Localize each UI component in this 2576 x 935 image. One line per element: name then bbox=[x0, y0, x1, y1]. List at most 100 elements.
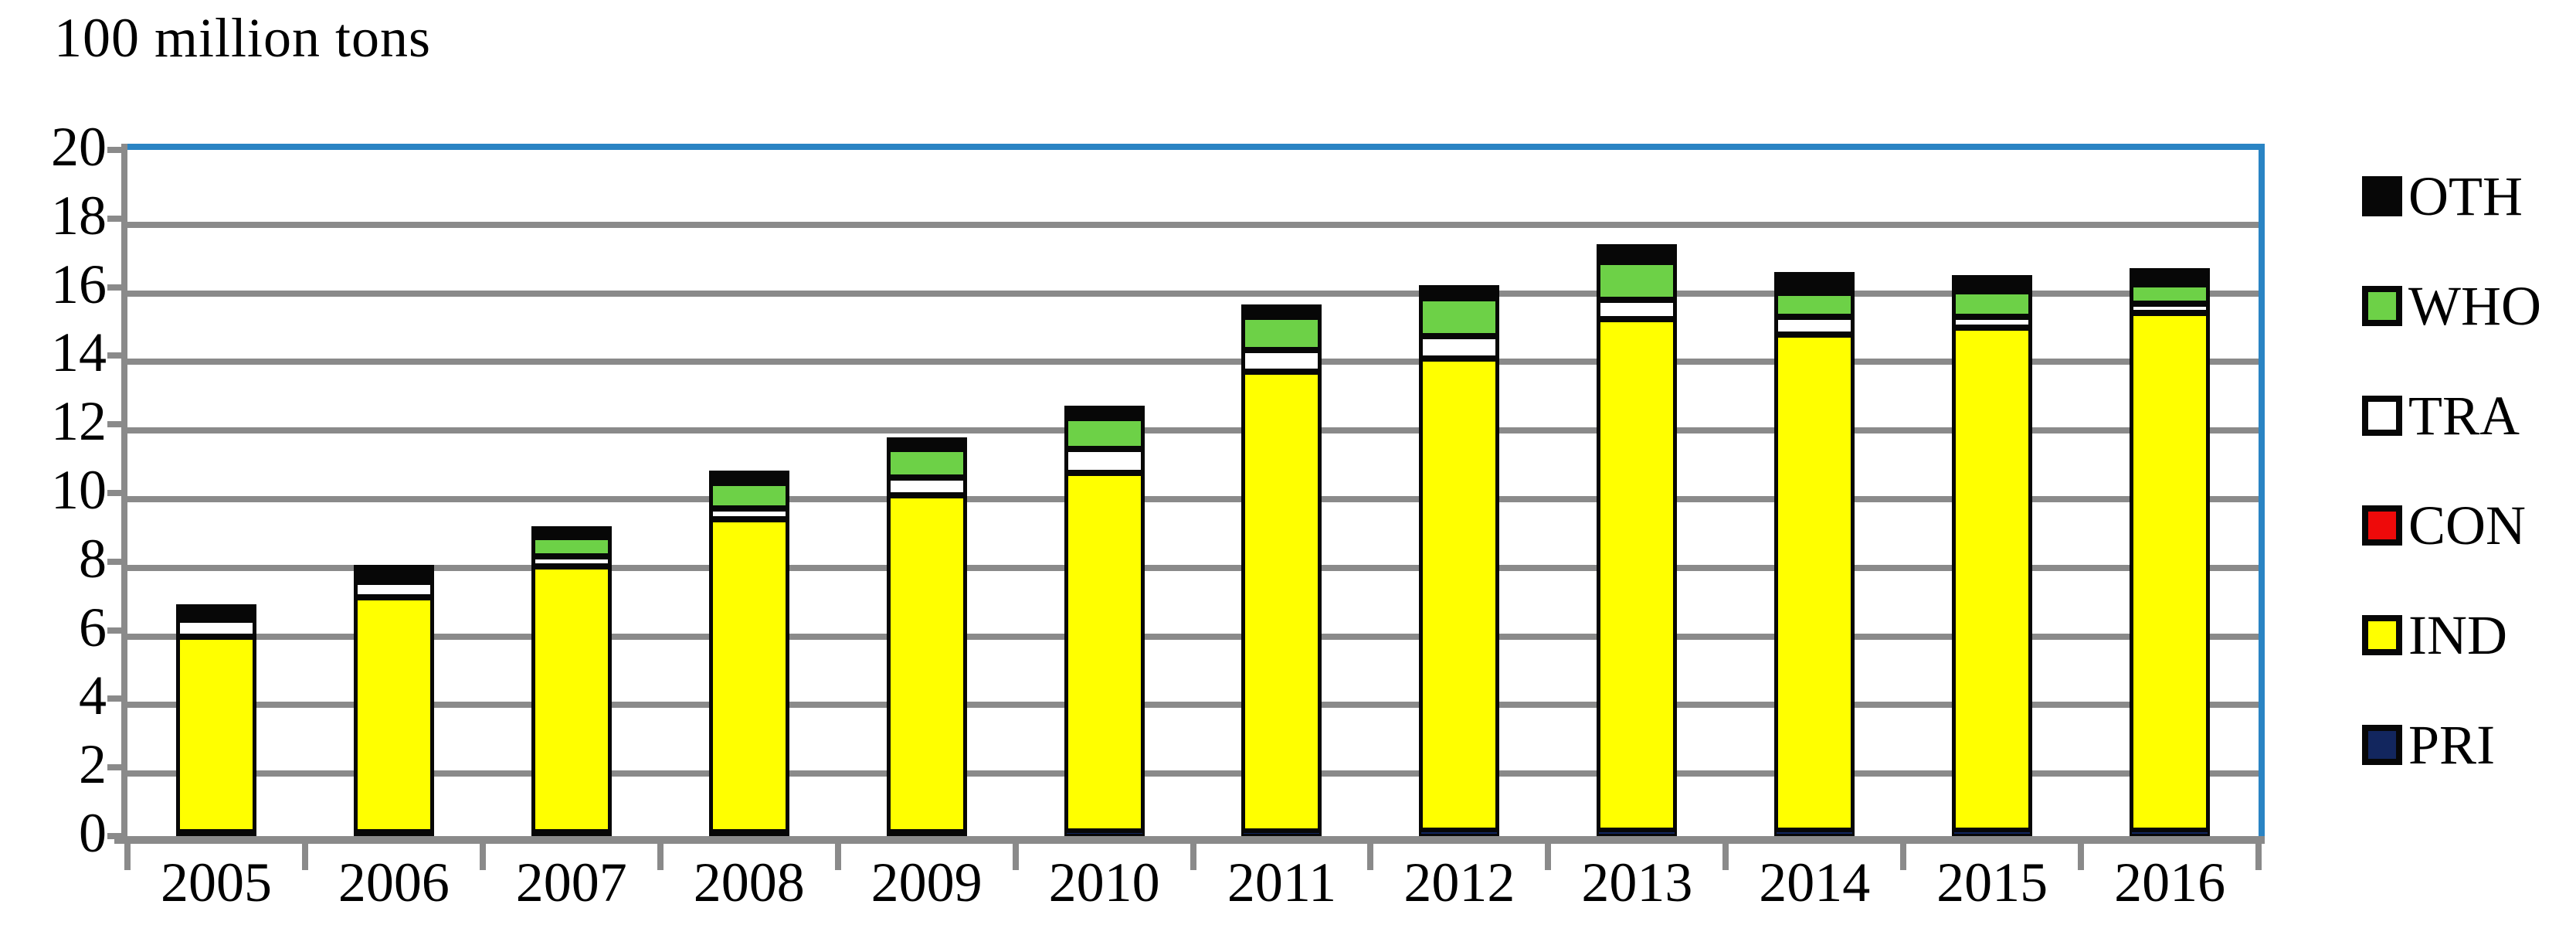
bar-segment-who-2010 bbox=[1064, 417, 1145, 449]
gridline-10 bbox=[127, 496, 2259, 502]
x-label-2006: 2006 bbox=[338, 852, 450, 913]
x-label-2014: 2014 bbox=[1759, 852, 1871, 913]
bar-2008 bbox=[708, 470, 789, 836]
bar-segment-tra-2007 bbox=[531, 555, 612, 566]
y-tick-label-4: 4 bbox=[79, 665, 107, 727]
y-tick-label-18: 18 bbox=[51, 184, 107, 246]
bar-slot-2013 bbox=[1548, 150, 1726, 836]
bar-2011 bbox=[1241, 304, 1322, 836]
bar-segment-tra-2015 bbox=[1952, 316, 2033, 327]
bar-segment-pri-2012 bbox=[1419, 830, 1500, 836]
bar-2014 bbox=[1774, 271, 1855, 836]
bar-segment-tra-2016 bbox=[2130, 302, 2211, 312]
bar-segment-who-2014 bbox=[1774, 292, 1855, 317]
x-tick-1 bbox=[301, 844, 308, 870]
bar-segment-tra-2006 bbox=[353, 580, 434, 597]
x-label-2009: 2009 bbox=[871, 852, 983, 913]
bar-segment-oth-2015 bbox=[1952, 275, 2033, 291]
bar-segment-who-2006 bbox=[353, 574, 434, 581]
y-tick-0 bbox=[107, 833, 127, 839]
bar-segment-tra-2014 bbox=[1774, 316, 1855, 334]
bar-segment-pri-2009 bbox=[886, 831, 967, 836]
y-tick-20 bbox=[107, 147, 127, 153]
bar-2006 bbox=[353, 564, 434, 836]
bar-segment-who-2012 bbox=[1419, 297, 1500, 335]
bar-segment-tra-2013 bbox=[1597, 299, 1678, 318]
bar-segment-pri-2005 bbox=[175, 831, 256, 836]
x-axis-labels: 2005 2006 2007 2008 2009 2010 2011 2012 2013 2014… bbox=[127, 852, 2259, 913]
bar-segment-ind-2006 bbox=[353, 596, 434, 831]
y-tick-label-0: 0 bbox=[79, 802, 107, 864]
x-tick-8 bbox=[1545, 844, 1552, 870]
x-tick-11 bbox=[2078, 844, 2085, 870]
legend-item-con: CON bbox=[2362, 495, 2541, 556]
bar-segment-who-2007 bbox=[531, 536, 612, 556]
bar-2009 bbox=[886, 437, 967, 836]
bar-segment-who-2016 bbox=[2130, 284, 2211, 303]
y-tick-8 bbox=[107, 558, 127, 565]
bar-segment-tra-2010 bbox=[1064, 448, 1145, 473]
x-tick-9 bbox=[1722, 844, 1729, 870]
x-tick-7 bbox=[1367, 844, 1374, 870]
bar-2005 bbox=[175, 604, 256, 836]
bar-slot-2014 bbox=[1726, 150, 1903, 836]
y-tick-18 bbox=[107, 215, 127, 222]
bar-segment-pri-2015 bbox=[1952, 830, 2033, 836]
bar-segment-oth-2012 bbox=[1419, 285, 1500, 298]
x-label-2005: 2005 bbox=[160, 852, 272, 913]
bar-2015 bbox=[1952, 275, 2033, 836]
x-label-2015: 2015 bbox=[1936, 852, 2048, 913]
x-label-2008: 2008 bbox=[693, 852, 805, 913]
x-tick-2 bbox=[479, 844, 486, 870]
bar-segment-tra-2005 bbox=[175, 618, 256, 636]
bar-segment-pri-2007 bbox=[531, 831, 612, 836]
legend-item-who: WHO bbox=[2362, 278, 2541, 334]
y-tick-label-14: 14 bbox=[51, 321, 107, 384]
bar-segment-oth-2014 bbox=[1774, 271, 1855, 293]
x-tick-3 bbox=[657, 844, 664, 870]
bar-segment-oth-2009 bbox=[886, 437, 967, 448]
bar-segment-who-2015 bbox=[1952, 291, 2033, 317]
bar-segment-pri-2014 bbox=[1774, 830, 1855, 836]
y-tick-12 bbox=[107, 421, 127, 428]
bar-slot-2008 bbox=[660, 150, 838, 836]
bar-segment-oth-2006 bbox=[353, 564, 434, 575]
legend-label-con: CON bbox=[2408, 495, 2527, 556]
x-label-2011: 2011 bbox=[1227, 852, 1337, 913]
gridline-12 bbox=[127, 427, 2259, 434]
legend-swatch-who-icon bbox=[2362, 286, 2402, 326]
gridline-2 bbox=[127, 770, 2259, 777]
y-tick-2 bbox=[107, 764, 127, 771]
legend-swatch-ind-icon bbox=[2362, 615, 2402, 655]
bar-segment-pri-2013 bbox=[1597, 830, 1678, 836]
bar-segment-oth-2011 bbox=[1241, 304, 1322, 317]
bar-2016 bbox=[2130, 268, 2211, 836]
x-tick-4 bbox=[834, 844, 841, 870]
bar-segment-pri-2010 bbox=[1064, 831, 1145, 836]
bar-slot-2005 bbox=[127, 150, 305, 836]
bar-segment-who-2005 bbox=[175, 612, 256, 619]
chart-legend: OTH WHO TRA CON IND PRI bbox=[2362, 168, 2541, 773]
bar-segment-ind-2014 bbox=[1774, 333, 1855, 831]
gridline-6 bbox=[127, 633, 2259, 640]
x-axis-line bbox=[114, 836, 2265, 844]
y-tick-label-10: 10 bbox=[51, 459, 107, 521]
bar-2013 bbox=[1597, 244, 1678, 836]
legend-item-oth: OTH bbox=[2362, 168, 2541, 224]
x-tick-12 bbox=[2255, 844, 2262, 870]
bar-slot-2011 bbox=[1193, 150, 1371, 836]
x-label-2016: 2016 bbox=[2114, 852, 2226, 913]
bar-segment-ind-2015 bbox=[1952, 326, 2033, 831]
y-tick-label-16: 16 bbox=[51, 253, 107, 315]
bar-segment-ind-2008 bbox=[708, 518, 789, 831]
bar-segment-who-2008 bbox=[708, 482, 789, 508]
bar-segment-ind-2013 bbox=[1597, 318, 1678, 831]
bar-segment-tra-2011 bbox=[1241, 348, 1322, 372]
bar-slot-2009 bbox=[838, 150, 1016, 836]
bar-segment-pri-2016 bbox=[2130, 830, 2211, 836]
x-tick-5 bbox=[1012, 844, 1019, 870]
bar-segment-pri-2011 bbox=[1241, 831, 1322, 836]
gridline-14 bbox=[127, 359, 2259, 366]
bar-segment-oth-2010 bbox=[1064, 405, 1145, 418]
y-tick-4 bbox=[107, 695, 127, 702]
